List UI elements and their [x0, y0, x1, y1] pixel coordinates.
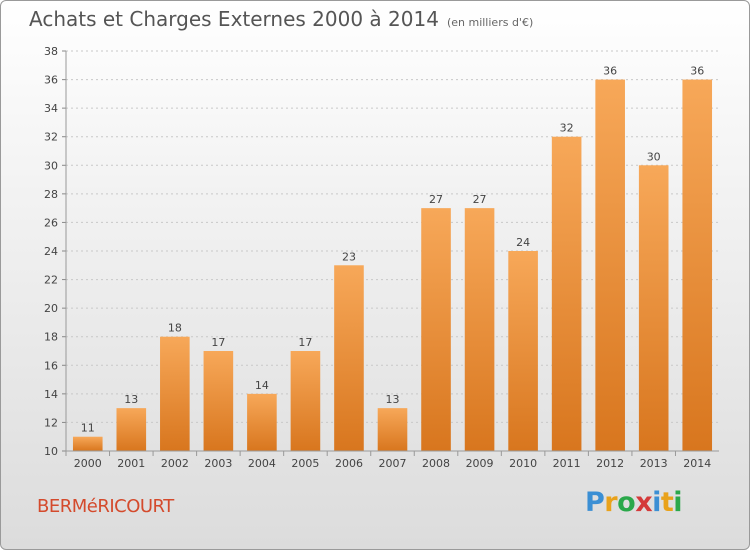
proxiti-logo: Proxiti — [585, 487, 683, 518]
x-tick-label: 2007 — [379, 457, 407, 470]
x-tick-label: 2009 — [466, 457, 494, 470]
x-tick-label: 2011 — [553, 457, 581, 470]
logo-letter: r — [604, 487, 618, 518]
bar-value-label: 13 — [124, 393, 138, 406]
bar-value-label: 36 — [603, 65, 617, 78]
y-tick-label: 20 — [44, 302, 58, 315]
x-tick-label: 2004 — [248, 457, 276, 470]
bar — [508, 251, 538, 451]
bar-value-label: 23 — [342, 250, 356, 263]
x-tick-label: 2014 — [683, 457, 711, 470]
bar-value-label: 17 — [211, 336, 225, 349]
bar-value-label: 36 — [690, 65, 704, 78]
bar — [421, 208, 451, 451]
x-tick-label: 2000 — [74, 457, 102, 470]
x-tick-label: 2005 — [291, 457, 319, 470]
y-tick-label: 38 — [44, 45, 58, 58]
bar — [203, 351, 234, 451]
bar-value-label: 14 — [255, 379, 269, 392]
bar-value-label: 24 — [516, 236, 530, 249]
bar-value-label: 11 — [81, 422, 95, 435]
bar — [72, 436, 103, 451]
logo-letter: i — [673, 487, 683, 518]
bar — [551, 136, 582, 451]
y-tick-label: 24 — [44, 245, 58, 258]
chart-title-text: Achats et Charges Externes 2000 à 2014 — [29, 7, 439, 31]
bar — [247, 393, 277, 451]
bars: 11 13 18 17 14 17 23 13 27 27 24 32 36 30 36 — [72, 65, 713, 452]
x-tick-label: 2010 — [509, 457, 537, 470]
bar — [464, 208, 495, 451]
x-tick-label: 2003 — [204, 457, 232, 470]
bar-value-label: 13 — [386, 393, 400, 406]
x-tick-label: 2012 — [596, 457, 624, 470]
chart-title: Achats et Charges Externes 2000 à 2014 (e… — [29, 7, 533, 31]
logo-letter: x — [635, 487, 653, 518]
unit-label: (en milliers d'€) — [446, 16, 534, 29]
bar — [377, 408, 408, 451]
bar — [638, 165, 669, 452]
y-tick-label: 18 — [44, 331, 58, 344]
bar-value-label: 17 — [298, 336, 312, 349]
logo-letter: P — [585, 487, 605, 518]
bar — [290, 351, 321, 451]
y-tick-label: 16 — [44, 359, 58, 372]
x-tick-label: 2008 — [422, 457, 450, 470]
y-tick-label: 10 — [44, 445, 58, 458]
y-axis: 10 12 14 16 18 20 22 24 26 28 30 32 34 36 38 — [44, 45, 67, 458]
bar-value-label: 30 — [647, 150, 661, 163]
bar — [595, 79, 625, 452]
y-tick-label: 28 — [44, 188, 58, 201]
bar-value-label: 18 — [168, 322, 182, 335]
logo-letter: i — [652, 487, 661, 518]
bar — [160, 336, 190, 451]
bar — [116, 408, 147, 451]
x-tick-label: 2002 — [161, 457, 189, 470]
y-tick-label: 34 — [44, 102, 58, 115]
y-tick-label: 32 — [44, 131, 58, 144]
logo-letter: o — [617, 487, 636, 518]
bar — [334, 265, 364, 451]
bar-value-label: 27 — [473, 193, 487, 206]
y-tick-label: 22 — [44, 274, 58, 287]
bar — [682, 79, 713, 452]
x-tick-label: 2006 — [335, 457, 363, 470]
y-tick-label: 36 — [44, 74, 58, 87]
logo-letter: t — [660, 487, 674, 518]
y-tick-label: 30 — [44, 159, 58, 172]
bar-value-label: 27 — [429, 193, 443, 206]
bar-value-label: 32 — [560, 122, 574, 135]
commune-name: BERMéRICOURT — [37, 496, 174, 517]
x-axis: 2000 2001 2002 2003 2004 2005 2006 2007 2008 2009… — [65, 450, 719, 470]
x-tick-label: 2001 — [117, 457, 145, 470]
y-tick-label: 26 — [44, 216, 58, 229]
y-tick-label: 12 — [44, 416, 58, 429]
y-tick-label: 14 — [44, 388, 58, 401]
x-tick-label: 2013 — [640, 457, 668, 470]
